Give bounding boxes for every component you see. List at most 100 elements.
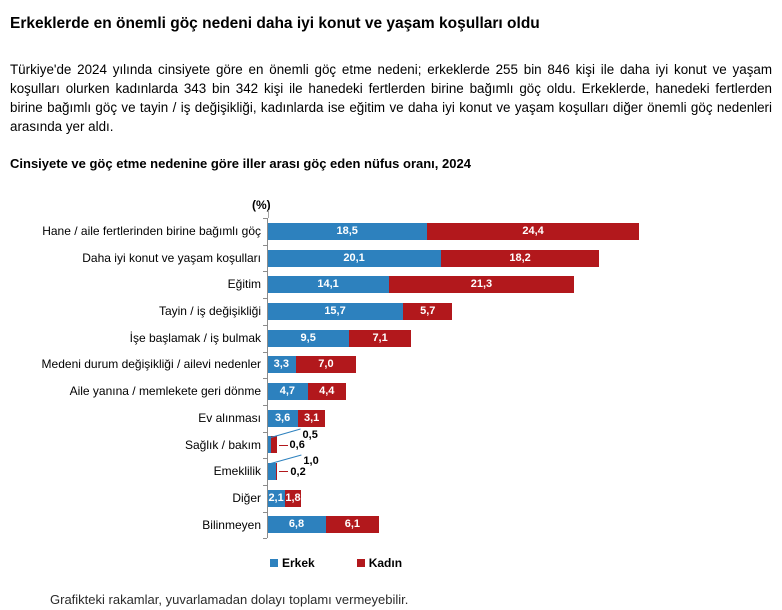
legend-item-kadin: Kadın — [356, 556, 403, 571]
kadin-callout-label: 0,6 — [289, 439, 305, 451]
chart-row: Sağlık / bakım 0,5 0,6 — [10, 428, 772, 459]
axis-tick — [263, 298, 267, 300]
erkek-value-label: 15,7 — [324, 304, 346, 317]
category-label: Daha iyi konut ve yaşam koşulları — [82, 250, 261, 265]
erkek-value-label: 3,6 — [274, 411, 291, 424]
bar-group: 0,5 0,6 — [267, 428, 657, 459]
erkek-bar-segment — [267, 222, 428, 240]
chart-row: İşe başlamak / iş bulmak 9,5 7,1 — [10, 325, 772, 352]
category-label: Ev alınması — [198, 410, 261, 425]
erkek-bar-segment — [267, 463, 276, 481]
bar-group: 3,3 7,0 — [267, 351, 657, 378]
erkek-bar-segment — [267, 276, 390, 294]
erkek-value-label: 2,1 — [268, 491, 284, 504]
axis-tick — [263, 538, 267, 540]
axis-tick — [263, 378, 267, 380]
footnote: Grafikteki rakamlar, yuvarlamadan dolayı… — [50, 592, 409, 608]
erkek-bar-segment — [267, 436, 272, 454]
axis-tick — [263, 458, 267, 460]
y-axis-line — [267, 218, 268, 539]
axis-tick — [263, 324, 267, 326]
kadin-leader-dash — [278, 444, 288, 446]
erkek-bar-segment — [267, 489, 286, 507]
axis-tick — [263, 485, 267, 486]
axis-tick — [263, 431, 267, 433]
unit-leader-line — [268, 210, 269, 218]
chart-row: Medeni durum değişikliği / ailevi nedenl… — [10, 351, 772, 378]
category-label: Hane / aile fertlerinden birine bağımlı … — [42, 224, 261, 238]
category-label: Eğitim — [227, 277, 261, 292]
chart-row: Bilinmeyen 6,8 6,1 — [10, 512, 772, 539]
erkek-bar-segment — [267, 409, 299, 427]
axis-tick — [263, 271, 267, 273]
erkek-leader-line — [268, 454, 302, 465]
kadin-leader-dash — [279, 471, 289, 473]
category-label: Aile yanına / memlekete geri dönme — [69, 384, 261, 399]
axis-tick — [263, 404, 267, 406]
erkek-leader-line — [268, 428, 301, 438]
chart-row: Tayin / iş değişikliği 15,7 5,7 — [10, 298, 772, 325]
category-label: Bilinmeyen — [202, 517, 261, 532]
category-label: Medeni durum değişikliği / ailevi nedenl… — [41, 357, 261, 372]
kadin-value-label: 4,4 — [319, 384, 335, 397]
bar-group: 2,1 1,8 — [267, 485, 657, 512]
bar-group: 15,7 5,7 — [267, 298, 657, 325]
bar-group: 1,0 0,2 — [267, 454, 657, 485]
erkek-value-label: 4,7 — [279, 384, 295, 397]
erkek-bar-segment — [267, 382, 308, 400]
erkek-callout-label: 0,5 — [302, 428, 318, 441]
chart-row: Eğitim 14,1 21,3 — [10, 271, 772, 298]
axis-tick — [263, 244, 267, 246]
category-label: Sağlık / bakım — [184, 437, 261, 452]
chart-row: Ev alınması 3,6 3,1 — [10, 405, 772, 432]
kadin-swatch — [356, 559, 365, 568]
bar-group: 18,5 24,4 — [267, 218, 657, 245]
kadin-bar-segment — [441, 249, 599, 267]
page-title: Erkeklerde en önemli göç nedeni daha iyi… — [10, 15, 540, 32]
legend-label-kadin: Kadın — [368, 556, 403, 571]
bar-group: 9,5 7,1 — [267, 325, 657, 352]
erkek-callout-label: 1,0 — [303, 455, 319, 468]
legend-item-erkek: Erkek — [270, 556, 315, 570]
bar-group: 14,1 21,3 — [267, 271, 657, 298]
bar-group: 20,1 18,2 — [267, 245, 657, 272]
kadin-value-label: 5,7 — [420, 304, 436, 317]
kadin-callout-label: 0,2 — [290, 465, 306, 478]
chart-title: Cinsiyete ve göç etme nedenine göre ille… — [10, 156, 471, 171]
category-label: Emeklilik — [213, 464, 261, 479]
unit-label: (%) — [252, 198, 271, 212]
axis-tick — [263, 511, 267, 513]
kadin-bar-segment — [307, 382, 346, 400]
chart-row: Emeklilik 1,0 0,2 — [10, 454, 772, 485]
category-label: İşe başlamak / iş bulmak — [129, 330, 261, 345]
erkek-value-label: 20,1 — [343, 251, 365, 264]
legend-label-erkek: Erkek — [282, 556, 315, 571]
kadin-bar-segment — [349, 329, 411, 347]
kadin-bar-segment — [285, 489, 301, 507]
kadin-value-label: 18,2 — [509, 251, 531, 264]
kadin-bar-segment — [295, 356, 357, 374]
unit-row: (%) — [10, 198, 772, 218]
erkek-bar-segment — [267, 516, 326, 534]
axis-tick — [263, 218, 267, 219]
axis-tick — [263, 351, 267, 353]
kadin-bar-segment — [427, 222, 639, 240]
erkek-bar-segment — [267, 302, 404, 320]
erkek-bar-segment — [267, 356, 296, 374]
kadin-bar-segment — [325, 516, 379, 534]
erkek-value-label: 14,1 — [317, 278, 339, 291]
erkek-bar-segment — [267, 329, 350, 347]
legend: Erkek Kadın — [270, 556, 772, 570]
category-label: Tayin / iş değişikliği — [158, 304, 261, 319]
chart: (%) Hane / aile fertlerinden birine bağı… — [10, 198, 772, 570]
bar-group: 3,6 3,1 — [267, 405, 657, 432]
intro-paragraph: Türkiye'de 2024 yılında cinsiyete göre e… — [10, 62, 772, 134]
erkek-swatch — [270, 559, 278, 568]
erkek-value-label: 9,5 — [300, 331, 316, 344]
kadin-value-label: 7,1 — [372, 331, 388, 344]
chart-row: Diğer 2,1 1,8 — [10, 485, 772, 512]
chart-row: Daha iyi konut ve yaşam koşulları 20,1 18,… — [10, 245, 772, 272]
kadin-value-label: 21,3 — [470, 278, 493, 291]
erkek-value-label: 3,3 — [273, 358, 289, 371]
